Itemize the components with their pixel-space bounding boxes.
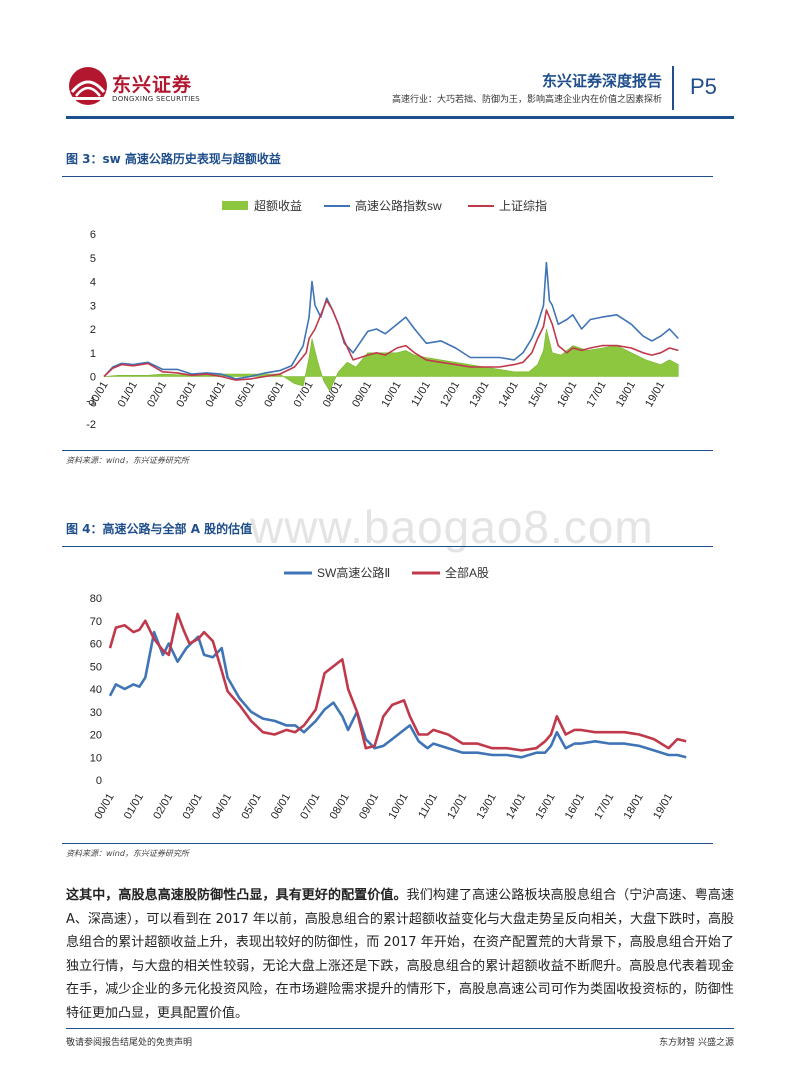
header-rule <box>66 116 734 119</box>
x-tick-label: 13/01 <box>475 792 499 822</box>
figure-3-title: 图 3：sw 高速公路历史表现与超额收益 <box>66 152 281 166</box>
legend-label-sw: 高速公路指数sw <box>355 198 442 213</box>
x-tick-label: 14/01 <box>504 792 528 822</box>
legend-label-sse: 上证综指 <box>499 198 547 213</box>
figure-4-title: 图 4：高速公路与全部 A 股的估值 <box>66 522 253 536</box>
x-tick-label: 02/01 <box>151 792 175 822</box>
x-tick-label: 17/01 <box>592 792 616 822</box>
y-tick-label: 20 <box>90 730 102 742</box>
legend-label-excess: 超额收益 <box>254 198 302 213</box>
x-tick-label: 01/01 <box>116 380 140 410</box>
x-tick-label: 19/01 <box>651 792 675 822</box>
x-tick-label: 05/01 <box>233 380 257 410</box>
x-tick-label: 06/01 <box>262 380 286 410</box>
y-tick-label: 60 <box>90 639 102 651</box>
x-tick-label: 16/01 <box>555 380 579 410</box>
x-tick-label: 15/01 <box>533 792 557 822</box>
series-line-highway <box>108 630 687 759</box>
x-tick-label: 10/01 <box>386 792 410 822</box>
y-tick-label: 3 <box>90 300 96 312</box>
report-subtitle: 高速行业：大巧若拙、防御为王，影响高速企业内在价值之因素探析 <box>391 95 662 105</box>
x-tick-label: 08/01 <box>328 792 352 822</box>
paragraph-text: 我们构建了高速公路板块高股息组合（宁沪高速、粤高速 A、深高速），可以看到在 2… <box>66 888 734 1021</box>
y-tick-label: 6 <box>90 229 96 241</box>
x-tick-label: 01/01 <box>122 792 146 822</box>
x-tick-label: 09/01 <box>350 380 374 410</box>
x-tick-label: 05/01 <box>239 792 263 822</box>
y-tick-label: 1 <box>90 348 96 360</box>
header-divider <box>672 66 674 110</box>
x-tick-label: 17/01 <box>585 380 609 410</box>
chart-valuation: SW高速公路Ⅱ 全部A股 80 70 60 50 40 30 20 10 0 00/01 01/0… <box>90 565 687 822</box>
legend-label-a: 全部A股 <box>445 565 489 580</box>
x-tick-label: 13/01 <box>467 380 491 410</box>
x-tick-label: 12/01 <box>445 792 469 822</box>
chart2-legend: SW高速公路Ⅱ 全部A股 <box>284 565 489 580</box>
y-tick-label: 0 <box>90 372 96 384</box>
x-tick-label: 04/01 <box>210 792 234 822</box>
x-tick-label: 19/01 <box>643 380 667 410</box>
x-tick-label: 06/01 <box>269 792 293 822</box>
x-tick-label: 07/01 <box>298 792 322 822</box>
page-number: P5 <box>690 74 717 99</box>
x-tick-label: 04/01 <box>204 380 228 410</box>
series-line-market <box>103 299 679 381</box>
company-logo-icon <box>69 67 107 105</box>
y-tick-label: 30 <box>90 707 102 719</box>
y-tick-label: 80 <box>90 593 102 605</box>
figure-3-bottom-rule <box>62 450 713 451</box>
x-tick-label: 03/01 <box>174 380 198 410</box>
legend-label-sw2: SW高速公路Ⅱ <box>317 565 390 580</box>
y-tick-label: 0 <box>96 775 102 787</box>
x-tick-label: 14/01 <box>497 380 521 410</box>
x-tick-label: 10/01 <box>379 380 403 410</box>
report-title: 东兴证券深度报告 <box>541 72 662 90</box>
figure-4-bottom-rule <box>62 843 713 844</box>
chart1-legend: 超额收益 高速公路指数sw 上证综指 <box>222 198 547 213</box>
y-tick-label: 4 <box>90 277 96 289</box>
series-line-market <box>108 612 687 752</box>
x-tick-label: 11/01 <box>416 792 440 821</box>
y-tick-label: 2 <box>90 324 96 336</box>
company-name-en: DONGXING SECURITIES <box>112 95 201 103</box>
x-tick-label: 18/01 <box>614 380 638 410</box>
x-tick-label: 03/01 <box>181 792 205 822</box>
footer-rule <box>66 1028 734 1029</box>
y-tick-label: 40 <box>90 684 102 696</box>
x-tick-label: 16/01 <box>563 792 587 822</box>
y-tick-label: 5 <box>90 253 96 265</box>
x-tick-label: 02/01 <box>145 380 169 410</box>
analysis-paragraph: 这其中，高股息高速股防御性凸显，具有更好的配置价值。我们构建了高速公路板块高股息… <box>66 884 734 1025</box>
y-tick-label: -1 <box>86 395 96 407</box>
figure-3-source: 资料来源：wind，东兴证券研究所 <box>66 456 189 465</box>
paragraph-lead: 这其中，高股息高速股防御性凸显，具有更好的配置价值。 <box>66 888 407 903</box>
y-tick-label: 10 <box>90 752 102 764</box>
x-tick-label: 18/01 <box>622 792 646 822</box>
figure-4-source: 资料来源：wind，东兴证券研究所 <box>66 849 189 858</box>
figure-4-top-rule <box>62 546 713 547</box>
y-tick-label: -2 <box>86 419 96 431</box>
footer-slogan: 东方财智 兴盛之源 <box>659 1038 734 1048</box>
company-name-cn: 东兴证券 <box>112 74 193 96</box>
y-tick-label: 70 <box>90 616 102 628</box>
x-tick-label: 09/01 <box>357 792 381 822</box>
x-tick-label: 11/01 <box>409 380 433 409</box>
legend-swatch-excess <box>222 201 248 210</box>
figure-3-top-rule <box>62 176 713 177</box>
watermark: www.baogao8.com <box>250 501 654 553</box>
footer-disclaimer: 敬请参阅报告结尾处的免责声明 <box>66 1038 193 1048</box>
x-tick-label: 00/01 <box>92 792 116 822</box>
y-tick-label: 50 <box>90 661 102 673</box>
x-tick-label: 15/01 <box>526 380 550 410</box>
x-tick-label: 12/01 <box>438 380 462 410</box>
series-line-highway <box>103 261 679 380</box>
